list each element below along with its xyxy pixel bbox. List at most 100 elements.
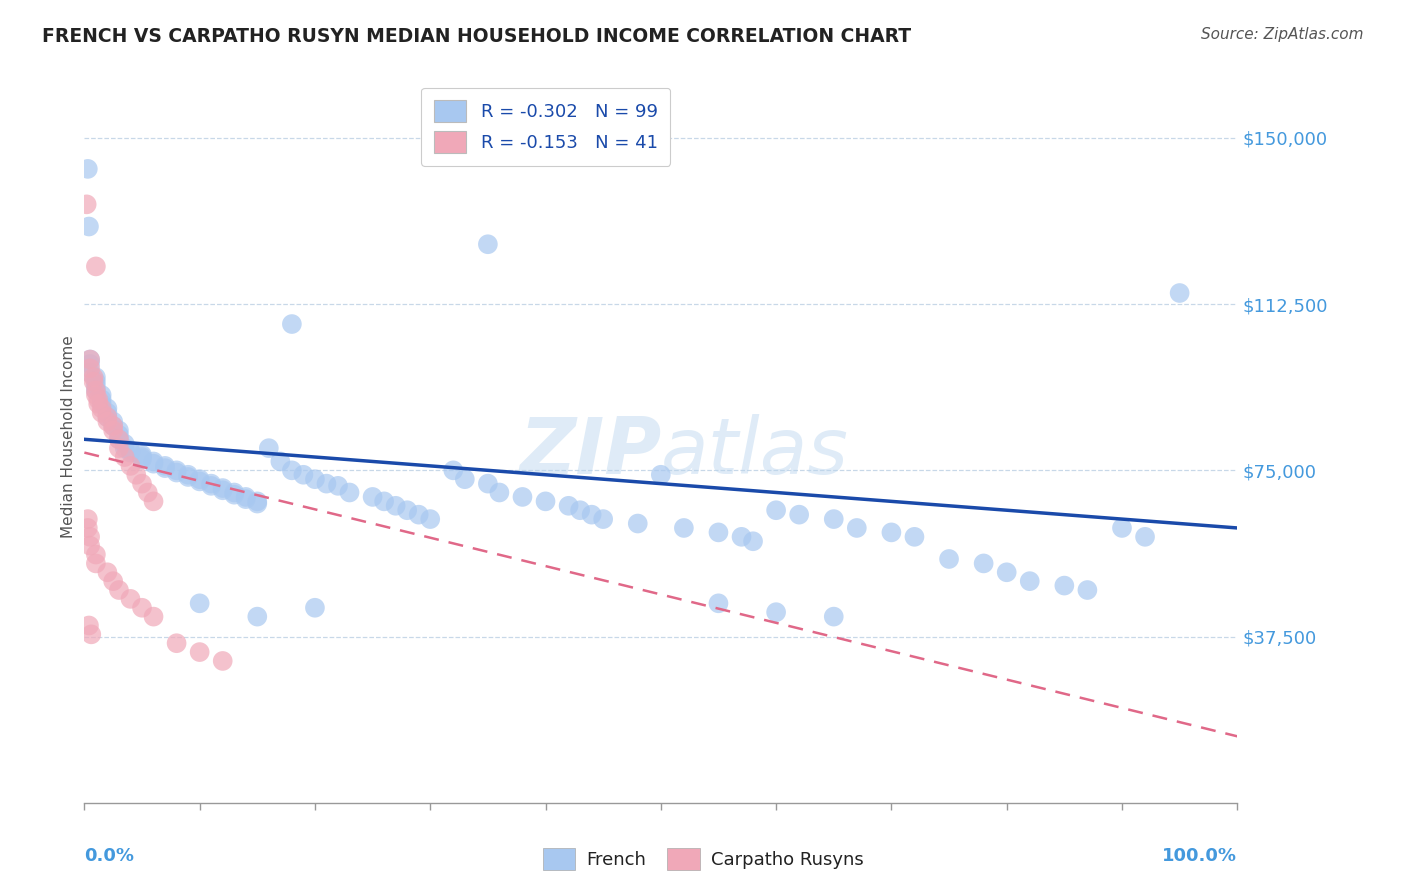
Point	[188, 472, 211, 486]
Point	[166, 463, 188, 477]
Point	[90, 406, 112, 420]
Point	[80, 627, 103, 641]
Text: 100.0%: 100.0%	[1163, 847, 1237, 864]
Point	[845, 521, 868, 535]
Point	[707, 596, 730, 610]
Point	[512, 490, 534, 504]
Point	[408, 508, 430, 522]
Text: ZIP: ZIP	[519, 414, 661, 490]
Text: 0.0%: 0.0%	[84, 847, 135, 864]
Point	[84, 379, 107, 393]
Point	[114, 450, 136, 464]
Point	[153, 461, 176, 475]
Point	[419, 512, 441, 526]
Point	[281, 317, 304, 331]
Point	[76, 197, 98, 211]
Point	[823, 512, 845, 526]
Point	[177, 467, 200, 482]
Point	[166, 636, 188, 650]
Point	[477, 476, 499, 491]
Text: Source: ZipAtlas.com: Source: ZipAtlas.com	[1201, 27, 1364, 42]
Legend: R = -0.302   N = 99, R = -0.153   N = 41: R = -0.302 N = 99, R = -0.153 N = 41	[420, 87, 671, 166]
Point	[131, 450, 153, 464]
Point	[79, 352, 101, 367]
Point	[108, 441, 131, 455]
Point	[200, 479, 222, 493]
Point	[142, 454, 165, 468]
Point	[79, 357, 101, 371]
Point	[1018, 574, 1040, 589]
Point	[454, 472, 477, 486]
Point	[103, 419, 124, 434]
Point	[973, 557, 995, 571]
Point	[76, 161, 98, 176]
Point	[650, 467, 672, 482]
Point	[787, 508, 810, 522]
Point	[83, 370, 105, 384]
Point	[84, 384, 107, 398]
Point	[90, 397, 112, 411]
Point	[477, 237, 499, 252]
Point	[142, 457, 165, 471]
Point	[235, 492, 257, 507]
Point	[592, 512, 614, 526]
Point	[938, 552, 960, 566]
Point	[84, 260, 107, 274]
Point	[246, 609, 269, 624]
Point	[1133, 530, 1156, 544]
Y-axis label: Median Household Income: Median Household Income	[60, 335, 76, 539]
Point	[108, 432, 131, 446]
Point	[177, 470, 200, 484]
Point	[569, 503, 592, 517]
Point	[84, 548, 107, 562]
Point	[87, 392, 110, 407]
Point	[114, 441, 136, 455]
Point	[823, 609, 845, 624]
Point	[730, 530, 752, 544]
Point	[79, 539, 101, 553]
Point	[103, 424, 124, 438]
Point	[84, 370, 107, 384]
Point	[1168, 285, 1191, 300]
Point	[326, 479, 349, 493]
Legend: French, Carpatho Rusyns: French, Carpatho Rusyns	[536, 840, 870, 877]
Point	[131, 448, 153, 462]
Point	[114, 436, 136, 450]
Point	[742, 534, 765, 549]
Point	[96, 566, 118, 580]
Point	[108, 432, 131, 446]
Point	[224, 485, 246, 500]
Point	[488, 485, 510, 500]
Point	[1111, 521, 1133, 535]
Point	[200, 476, 222, 491]
Point	[131, 452, 153, 467]
Point	[153, 458, 176, 473]
Point	[281, 463, 304, 477]
Point	[292, 467, 315, 482]
Point	[84, 388, 107, 402]
Point	[90, 388, 112, 402]
Point	[131, 476, 153, 491]
Point	[188, 645, 211, 659]
Point	[315, 476, 337, 491]
Point	[77, 219, 100, 234]
Point	[534, 494, 557, 508]
Point	[96, 410, 118, 425]
Text: FRENCH VS CARPATHO RUSYN MEDIAN HOUSEHOLD INCOME CORRELATION CHART: FRENCH VS CARPATHO RUSYN MEDIAN HOUSEHOL…	[42, 27, 911, 45]
Point	[211, 483, 233, 498]
Point	[79, 352, 101, 367]
Point	[765, 605, 787, 619]
Point	[188, 475, 211, 489]
Point	[125, 467, 148, 482]
Point	[96, 410, 118, 425]
Point	[79, 366, 101, 380]
Point	[188, 596, 211, 610]
Point	[384, 499, 406, 513]
Point	[84, 557, 107, 571]
Point	[76, 512, 98, 526]
Point	[373, 494, 395, 508]
Point	[707, 525, 730, 540]
Point	[96, 415, 118, 429]
Point	[235, 490, 257, 504]
Point	[96, 406, 118, 420]
